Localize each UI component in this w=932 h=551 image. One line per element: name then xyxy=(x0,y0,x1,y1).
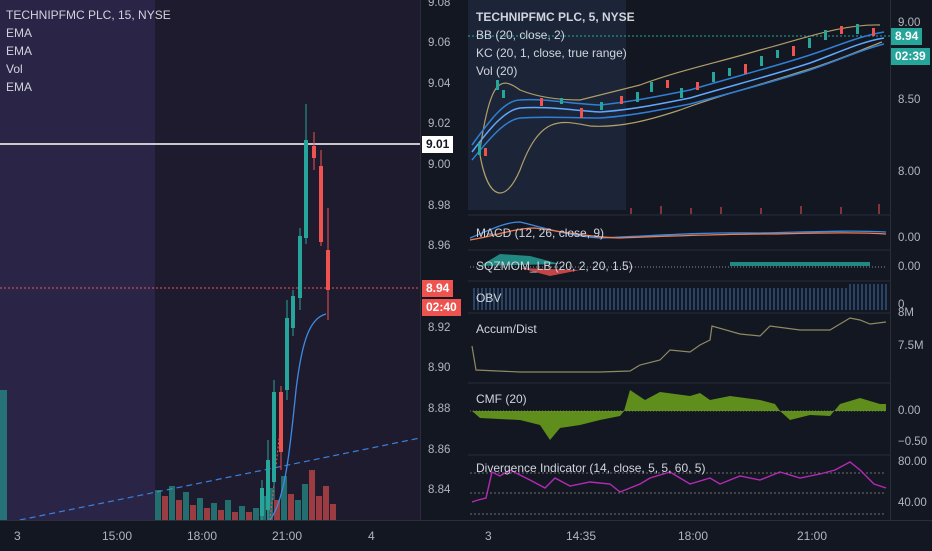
price-tick: 8.90 xyxy=(428,362,451,374)
time-label: 14:35 xyxy=(566,529,597,543)
cmf-tick: −0.50 xyxy=(898,436,928,448)
right-countdown-tag: 02:39 xyxy=(891,48,930,65)
accum-dist-line xyxy=(471,317,887,373)
left-legend-ema-2[interactable]: EMA xyxy=(6,44,33,58)
divergence-title[interactable]: Divergence Indicator (14, close, 5, 5, 6… xyxy=(476,461,706,475)
left-legend-symbol[interactable]: TECHNIPFMC PLC, 15, NYSE xyxy=(6,8,171,22)
left-chart-svg xyxy=(0,104,420,520)
time-label: 15:00 xyxy=(102,529,133,543)
cmf-title[interactable]: CMF (20) xyxy=(476,392,527,406)
time-label: 4 xyxy=(368,529,375,543)
left-legend-ema-3[interactable]: EMA xyxy=(6,80,33,94)
right-legend: TECHNIPFMC PLC, 5, NYSE BB (20, close, 2… xyxy=(476,8,635,80)
time-label: 3 xyxy=(14,529,21,543)
time-label: 18:00 xyxy=(187,529,218,543)
macd-title[interactable]: MACD (12, 26, close, 9) xyxy=(476,226,605,240)
cmf-tick: 0.00 xyxy=(898,405,921,417)
price-tick: 8.50 xyxy=(898,94,921,106)
price-tick: 8.96 xyxy=(428,240,451,252)
price-tick: 9.08 xyxy=(428,0,451,9)
obv-bars xyxy=(473,284,887,310)
left-price-axis[interactable] xyxy=(420,0,469,520)
divergence-tick: 80.00 xyxy=(898,456,927,468)
left-legend: TECHNIPFMC PLC, 15, NYSE EMA EMA Vol EMA xyxy=(6,6,171,96)
bb-upper xyxy=(479,24,881,151)
accum-dist-title[interactable]: Accum/Dist xyxy=(476,322,537,336)
right-chart-svg xyxy=(468,24,890,515)
right-legend-bb[interactable]: BB (20, close, 2) xyxy=(476,28,565,42)
price-tick: 8.00 xyxy=(898,166,921,178)
left-legend-ema-1[interactable]: EMA xyxy=(6,26,33,40)
divergence-tick: 40.00 xyxy=(898,497,927,509)
session-shade xyxy=(0,0,155,520)
divergence-line xyxy=(471,461,887,503)
last-price-tag: 8.94 xyxy=(422,280,454,297)
macd-value: 0.00 xyxy=(898,232,921,244)
time-label: 18:00 xyxy=(678,529,709,543)
right-price-axis[interactable] xyxy=(890,0,932,520)
time-label: 21:00 xyxy=(797,529,828,543)
sqzmom-title[interactable]: SQZMOM_LB (20, 2, 20, 1.5) xyxy=(476,259,633,273)
price-tick: 8.84 xyxy=(428,484,451,496)
obv-value: 0 xyxy=(898,299,905,311)
price-tick: 9.00 xyxy=(898,17,921,29)
price-tick: 9.06 xyxy=(428,37,451,49)
price-tick: 9.04 xyxy=(428,78,451,90)
price-tick: 8.98 xyxy=(428,200,451,212)
price-tick: 9.02 xyxy=(428,118,451,130)
price-tick: 8.86 xyxy=(428,444,451,456)
right-legend-vol[interactable]: Vol (20) xyxy=(476,64,518,78)
countdown-tag: 02:40 xyxy=(422,299,461,316)
bb-lower xyxy=(479,41,883,194)
time-label: 21:00 xyxy=(272,529,303,543)
obv-title[interactable]: OBV xyxy=(476,291,502,305)
ema-line xyxy=(269,313,327,520)
cmf-area xyxy=(472,390,886,440)
right-legend-symbol[interactable]: TECHNIPFMC PLC, 5, NYSE xyxy=(476,10,635,24)
right-legend-kc[interactable]: KC (20, 1, close, true range) xyxy=(476,46,627,60)
right-last-price-tag: 8.94 xyxy=(891,28,923,45)
crosshair-price-tag: 9.01 xyxy=(422,136,454,153)
time-axis[interactable] xyxy=(0,520,932,551)
price-tick: 8.92 xyxy=(428,322,451,334)
left-legend-vol[interactable]: Vol xyxy=(6,62,23,76)
sqzmom-value: 0.00 xyxy=(898,261,921,273)
accum-tick: 8M xyxy=(898,307,914,319)
price-tick: 8.88 xyxy=(428,403,451,415)
right-candles xyxy=(478,24,875,156)
price-tick: 9.00 xyxy=(428,159,451,171)
candles xyxy=(260,104,330,520)
time-label: 3 xyxy=(485,529,492,543)
accum-tick: 7.5M xyxy=(898,340,924,352)
